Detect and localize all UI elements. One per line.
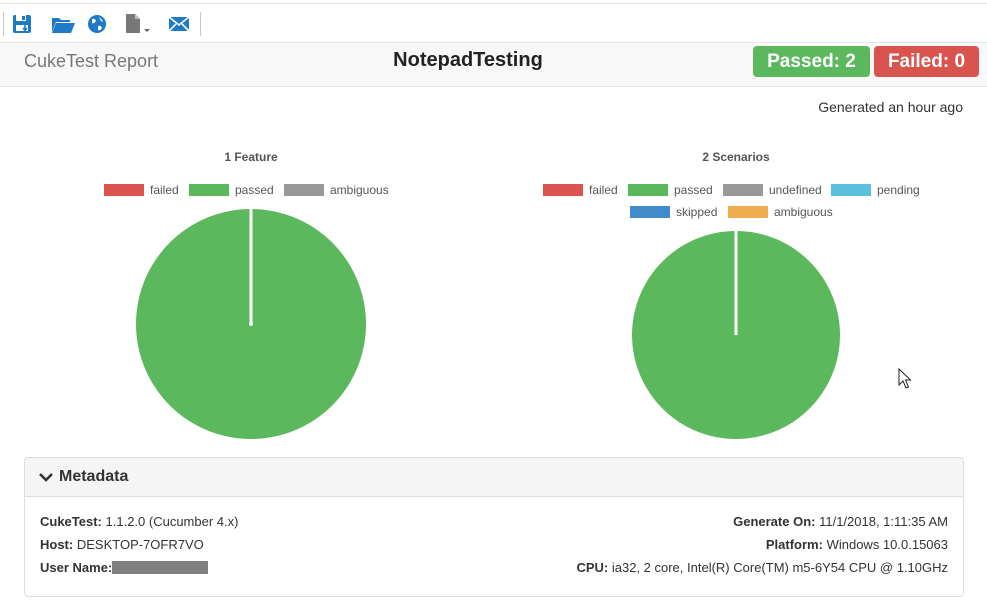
- failed-badge: Failed: 0: [874, 46, 979, 77]
- generated-timestamp: Generated an hour ago: [818, 99, 963, 115]
- metadata-panel: Metadata CukeTest: 1.1.2.0 (Cucumber 4.x…: [24, 457, 964, 597]
- meta-generate-on: Generate On: 11/1/2018, 1:11:35 AM: [733, 514, 948, 529]
- scenario-pie-chart[interactable]: [626, 225, 846, 445]
- legend-item-pending[interactable]: pending: [831, 183, 920, 197]
- meta-platform: Platform: Windows 10.0.15063: [766, 537, 948, 552]
- legend-item-failed[interactable]: failed: [543, 183, 618, 197]
- chevron-down-icon: [39, 473, 53, 482]
- legend-item-ambiguous[interactable]: ambiguous: [284, 183, 389, 197]
- legend-label: ambiguous: [774, 205, 833, 219]
- redacted-username: [112, 561, 209, 574]
- new-file-dropdown-icon: [126, 14, 150, 33]
- meta-label: Host:: [40, 537, 74, 552]
- open-button[interactable]: [49, 12, 77, 36]
- legend-swatch-passed: [628, 184, 668, 196]
- mouse-cursor-icon: [898, 368, 912, 389]
- passed-badge: Passed: 2: [753, 46, 870, 77]
- report-header: CukeTest Report NotepadTesting Passed: 2…: [0, 44, 987, 87]
- legend-label: passed: [674, 183, 713, 197]
- meta-label: Platform:: [765, 537, 823, 552]
- meta-value: ia32, 2 core, Intel(R) Core(TM) m5-6Y54 …: [611, 560, 948, 575]
- meta-label: CPU:: [576, 560, 609, 575]
- metadata-panel-toggle[interactable]: Metadata: [25, 458, 963, 497]
- page-title: NotepadTesting: [393, 49, 543, 71]
- feature-pie-chart[interactable]: [131, 203, 371, 443]
- scenario-chart-title: 2 Scenarios: [702, 150, 770, 164]
- legend-swatch-ambiguous: [284, 184, 324, 196]
- legend-swatch-pending: [831, 184, 871, 196]
- legend-label: failed: [589, 183, 618, 197]
- legend-label: pending: [877, 183, 920, 197]
- save-icon: [13, 15, 31, 33]
- legend-item-skipped[interactable]: skipped: [630, 205, 717, 219]
- meta-cuketest: CukeTest: 1.1.2.0 (Cucumber 4.x): [40, 514, 238, 529]
- new-file-dropdown[interactable]: [122, 12, 154, 36]
- legend-item-failed[interactable]: failed: [104, 183, 179, 197]
- meta-value: Windows 10.0.15063: [826, 537, 948, 552]
- meta-value: 11/1/2018, 1:11:35 AM: [819, 514, 948, 529]
- legend-item-ambiguous[interactable]: ambiguous: [728, 205, 833, 219]
- legend-item-passed[interactable]: passed: [628, 183, 713, 197]
- pie-center-dot: [249, 322, 253, 326]
- meta-value: DESKTOP-7OFR7VO: [76, 537, 204, 552]
- metadata-title: Metadata: [59, 468, 129, 485]
- meta-label: CukeTest:: [40, 514, 102, 529]
- toolbar-separator: [200, 12, 201, 36]
- meta-label: User Name:: [40, 560, 113, 575]
- legend-swatch-passed: [189, 184, 229, 196]
- email-icon: [168, 16, 190, 32]
- feature-chart-title: 1 Feature: [224, 150, 278, 164]
- email-button[interactable]: [166, 12, 192, 36]
- web-button[interactable]: [85, 12, 109, 36]
- save-button[interactable]: [10, 12, 34, 36]
- legend-swatch-failed: [543, 184, 583, 196]
- meta-username: User Name:: [40, 560, 209, 575]
- meta-cpu: CPU: ia32, 2 core, Intel(R) Core(TM) m5-…: [576, 560, 948, 575]
- legend-label: ambiguous: [330, 183, 389, 197]
- legend-swatch-ambiguous: [728, 206, 768, 218]
- toolbar: [0, 3, 987, 43]
- legend-swatch-undefined: [723, 184, 763, 196]
- open-folder-icon: [52, 18, 75, 33]
- brand-label[interactable]: CukeTest Report: [24, 51, 159, 71]
- legend-swatch-skipped: [630, 206, 670, 218]
- legend-label: undefined: [769, 183, 822, 197]
- legend-label: skipped: [676, 205, 718, 219]
- globe-icon: [88, 15, 106, 33]
- meta-label: Generate On:: [733, 514, 816, 529]
- legend-swatch-failed: [104, 184, 144, 196]
- legend-label: failed: [150, 183, 179, 197]
- toolbar-separator: [3, 12, 4, 36]
- legend-item-undefined[interactable]: undefined: [723, 183, 822, 197]
- legend-label: passed: [235, 183, 274, 197]
- legend-item-passed[interactable]: passed: [189, 183, 274, 197]
- meta-host: Host: DESKTOP-7OFR7VO: [40, 537, 204, 552]
- meta-value: 1.1.2.0 (Cucumber 4.x): [105, 514, 239, 529]
